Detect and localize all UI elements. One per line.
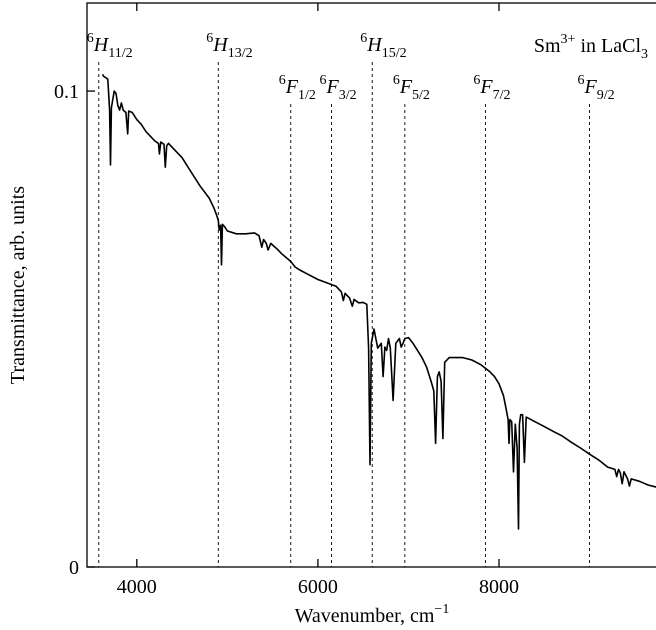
x-tick-label: 6000 bbox=[298, 576, 338, 598]
axis-ticks: 4000 6000 8000 0 0.1 bbox=[54, 3, 519, 598]
level-label-letter: F bbox=[399, 76, 413, 98]
x-tick-label: 8000 bbox=[479, 576, 519, 598]
y-tick-label: 0.1 bbox=[54, 81, 79, 103]
y-tick-label: 0 bbox=[69, 557, 79, 579]
level-label-letter: F bbox=[285, 76, 299, 98]
level-label-sub: 13/2 bbox=[228, 46, 253, 61]
level-label: 6H15/2 bbox=[360, 31, 406, 61]
level-label-letter: F bbox=[479, 76, 493, 98]
level-label: 6F5/2 bbox=[393, 73, 430, 103]
level-label-sub: 3/2 bbox=[339, 88, 357, 103]
level-label-sub: 7/2 bbox=[493, 88, 511, 103]
level-label-sup: 6 bbox=[319, 73, 326, 88]
sample-annotation: Sm3+ in LaCl3 bbox=[534, 32, 648, 62]
x-axis-title-sup: −1 bbox=[434, 602, 449, 617]
level-label-letter: F bbox=[325, 76, 339, 98]
transmittance-curve bbox=[101, 73, 656, 530]
level-label-sup: 6 bbox=[578, 73, 585, 88]
level-label-sub: 11/2 bbox=[108, 46, 132, 61]
annotation-sup: 3+ bbox=[561, 32, 576, 47]
x-tick-label: 4000 bbox=[117, 576, 157, 598]
x-axis-title-text: Wavenumber, cm bbox=[295, 605, 435, 627]
x-axis-title: Wavenumber, cm−1 bbox=[295, 602, 450, 627]
level-label-sub: 9/2 bbox=[597, 88, 615, 103]
level-label-sup: 6 bbox=[206, 31, 213, 46]
level-label: 6H11/2 bbox=[87, 31, 133, 61]
level-label-letter: H bbox=[212, 34, 229, 56]
level-label: 6F3/2 bbox=[319, 73, 356, 103]
annotation-sub: 3 bbox=[641, 47, 648, 62]
level-label-sub: 15/2 bbox=[382, 46, 407, 61]
level-label: 6F7/2 bbox=[473, 73, 510, 103]
level-label-letter: H bbox=[93, 34, 110, 56]
level-label-sub: 1/2 bbox=[298, 88, 316, 103]
level-label-sup: 6 bbox=[87, 31, 94, 46]
level-label: 6F9/2 bbox=[578, 73, 615, 103]
level-label-sup: 6 bbox=[360, 31, 367, 46]
level-label-sub: 5/2 bbox=[412, 88, 430, 103]
energy-level-labels: 6H11/26H13/26F1/26F3/26H15/26F5/26F7/26F… bbox=[87, 31, 615, 103]
y-axis-title: Transmittance, arb. units bbox=[7, 186, 29, 384]
level-label-sup: 6 bbox=[473, 73, 480, 88]
level-label-letter: F bbox=[584, 76, 598, 98]
plot-frame bbox=[86, 2, 656, 568]
level-label-sup: 6 bbox=[279, 73, 286, 88]
annotation-base: Sm bbox=[534, 35, 561, 57]
level-label: 6H13/2 bbox=[206, 31, 252, 61]
energy-level-lines bbox=[98, 62, 591, 567]
level-label: 6F1/2 bbox=[279, 73, 316, 103]
level-label-letter: H bbox=[366, 34, 383, 56]
level-label-sup: 6 bbox=[393, 73, 400, 88]
annotation-text: in LaCl bbox=[575, 35, 641, 57]
